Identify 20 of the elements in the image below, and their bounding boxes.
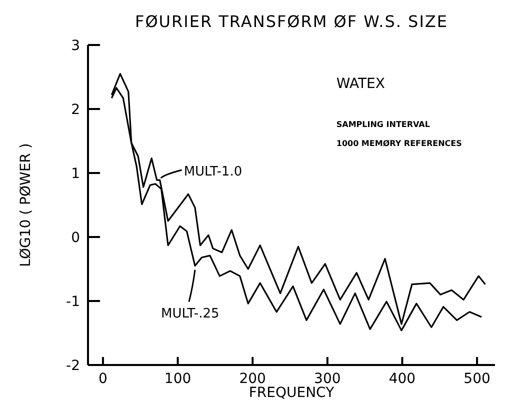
x-tick-label: 400 xyxy=(388,370,416,387)
x-tick-label: 200 xyxy=(239,370,266,387)
x-tick-label: 0 xyxy=(98,370,108,387)
chart-title: FØURIER TRANSFØRM ØF W.S. SIZE xyxy=(134,12,449,31)
x-tick-label: 300 xyxy=(314,370,341,387)
x-tick-label: 500 xyxy=(464,370,490,387)
y-tick-label: 0 xyxy=(71,230,80,246)
y-tick-label: -1 xyxy=(66,294,80,310)
y-tick-label: 3 xyxy=(71,38,80,54)
legend-label: MULT-1.0 xyxy=(184,164,242,180)
x-axis-title: FREQUENCY xyxy=(248,385,335,401)
y-tick-label: -2 xyxy=(66,358,80,374)
annotation: 1000 MEMØRY REFERENCES xyxy=(336,139,462,148)
y-tick-label: 2 xyxy=(71,102,80,118)
y-tick-label: 1 xyxy=(71,166,80,182)
annotation: WATEX xyxy=(336,76,386,92)
text: MULT-.25 xyxy=(160,306,220,322)
x-tick-label: 100 xyxy=(164,370,192,387)
y-axis-title: LØG10 ( PØWER ) xyxy=(18,143,34,267)
annotation: SAMPLING INTERVAL xyxy=(336,120,430,129)
